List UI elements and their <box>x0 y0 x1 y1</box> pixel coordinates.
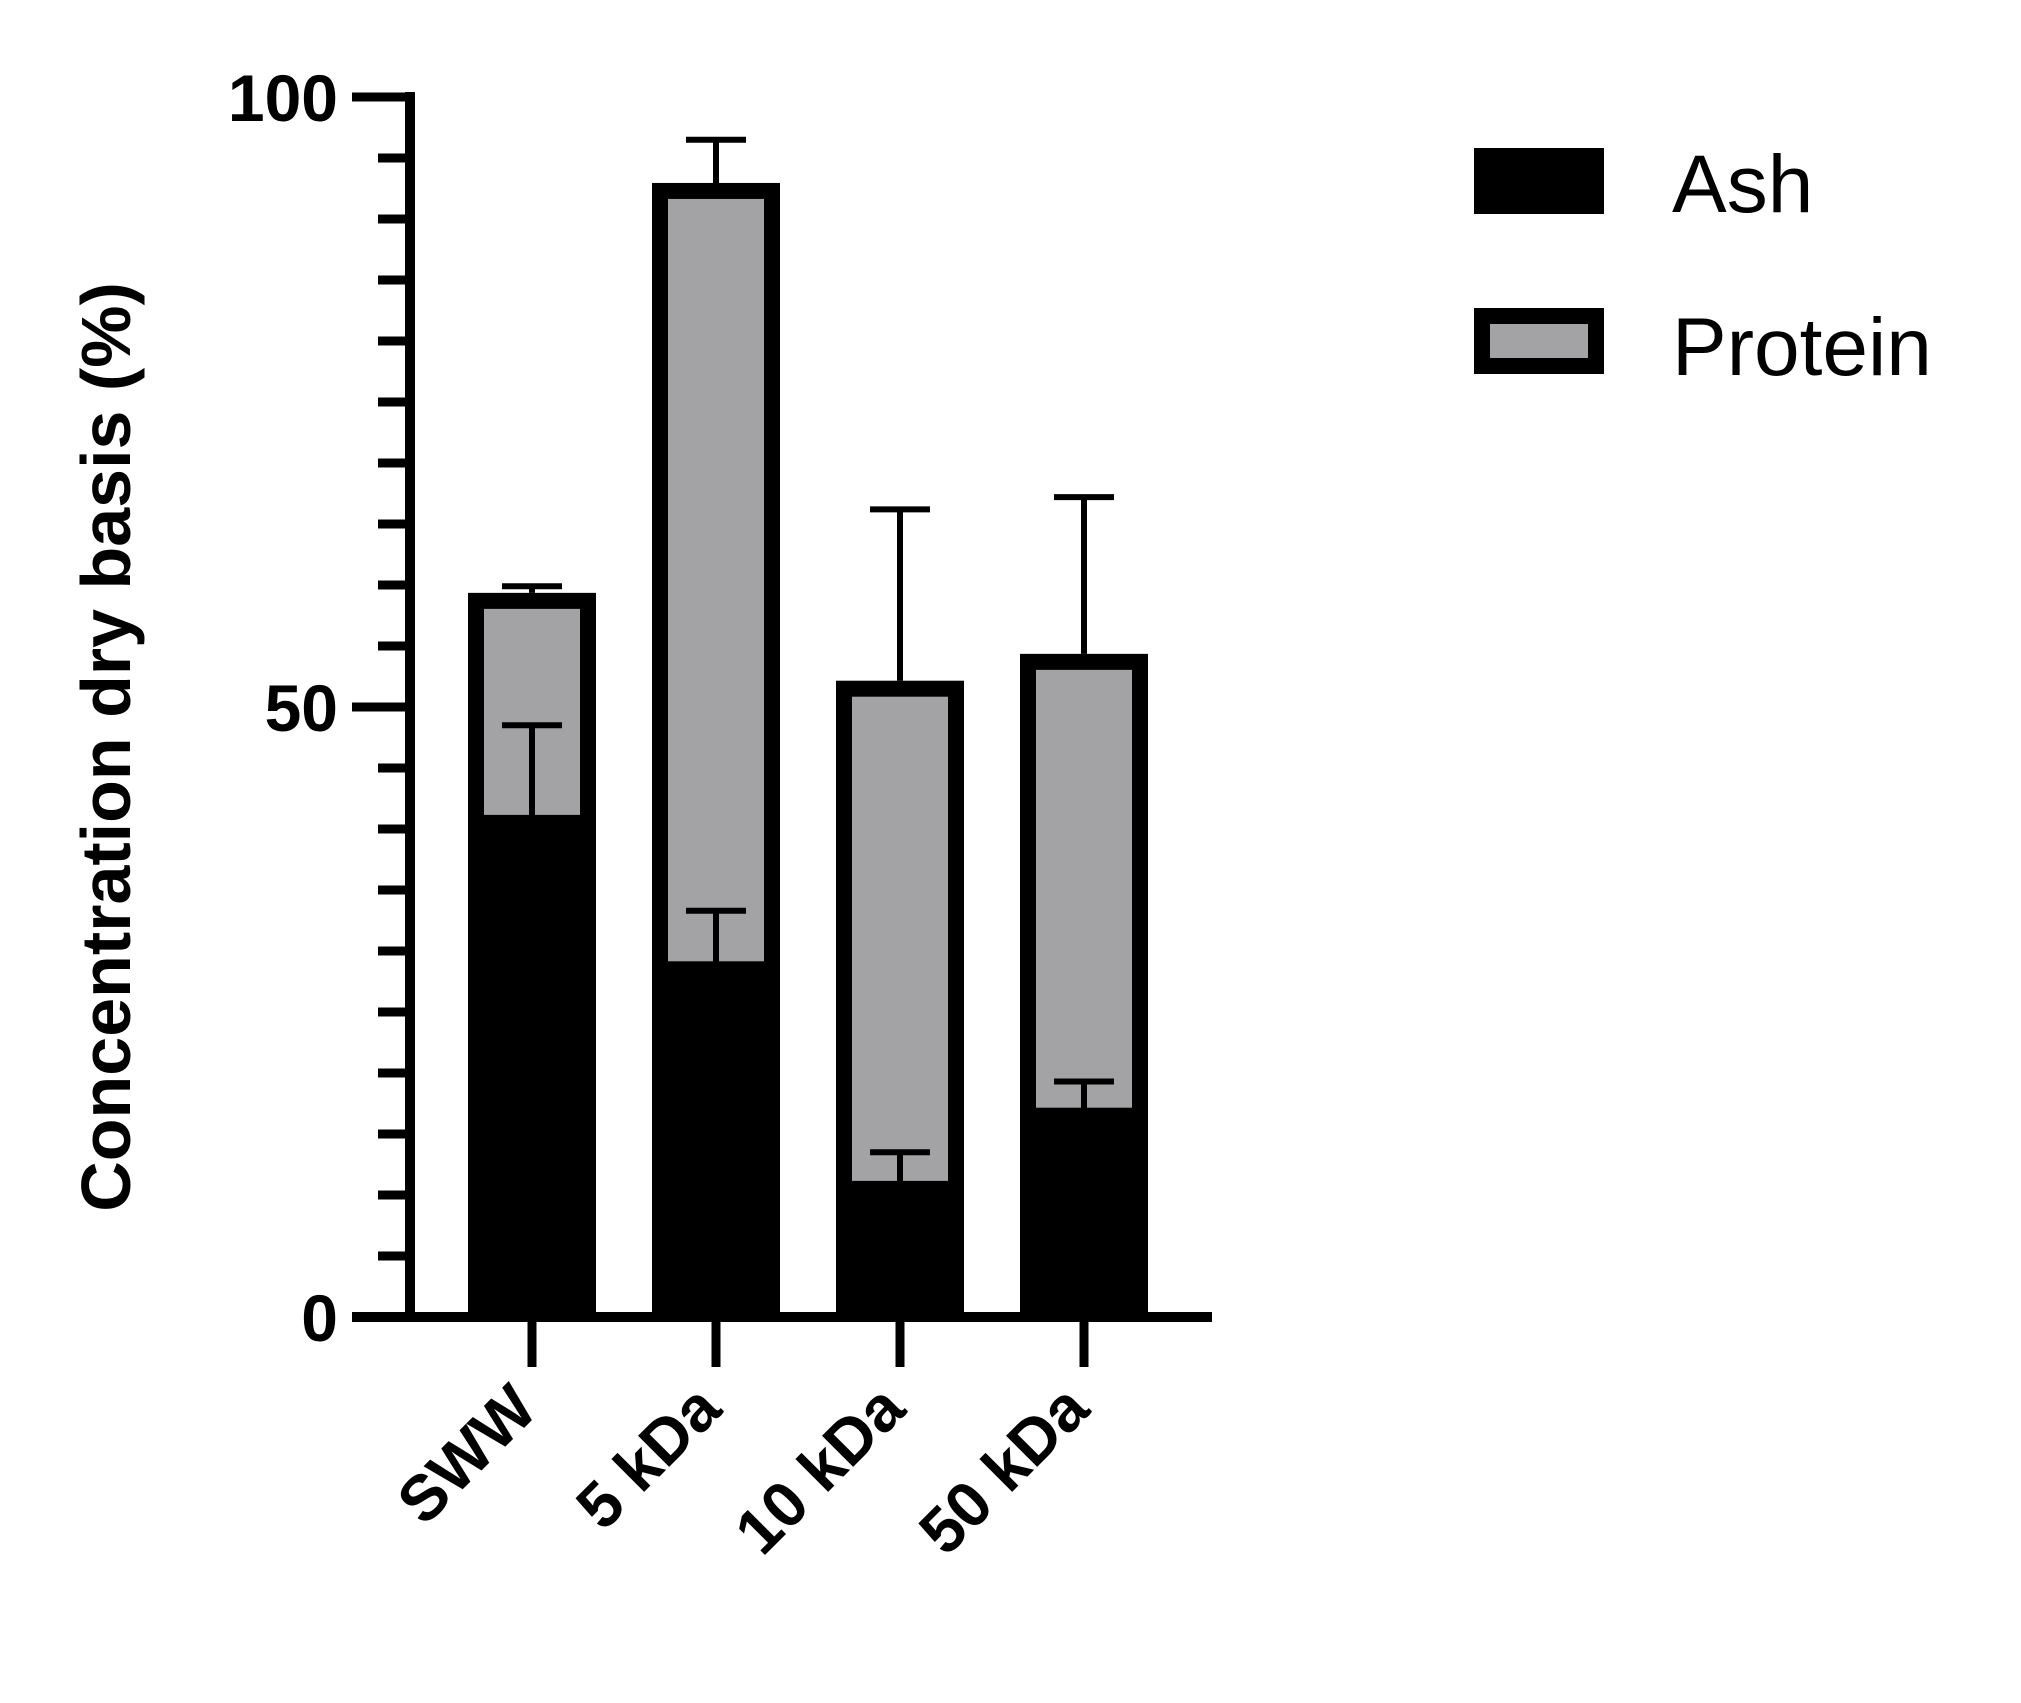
x-tick-label: 5 kDa <box>562 1371 734 1543</box>
legend-label-ash: Ash <box>1672 139 1813 230</box>
bars-layer <box>468 182 1148 1317</box>
y-tick-label: 100 <box>228 61 338 135</box>
bar-protein <box>652 182 780 978</box>
x-tick-label: 10 kDa <box>721 1371 918 1568</box>
bar-ash-fill <box>468 822 596 1317</box>
legend-label-protein: Protein <box>1672 302 1932 393</box>
error-bars-layer <box>502 136 1114 1189</box>
bar-ash-fill <box>1020 1115 1148 1317</box>
y-tick-label: 0 <box>301 1281 338 1355</box>
bar-protein <box>836 680 964 1197</box>
legend: Ash Protein <box>1474 139 1932 393</box>
x-tick-label: 50 kDa <box>905 1371 1102 1568</box>
bar-protein <box>468 592 596 831</box>
y-tick-label: 50 <box>265 671 338 745</box>
legend-swatch-ash <box>1474 148 1604 214</box>
bar-ash-fill <box>836 1188 964 1317</box>
legend-swatch-protein <box>1474 308 1604 374</box>
bar-protein <box>1020 653 1148 1124</box>
y-ticks: 0 50 100 <box>228 61 410 1355</box>
y-axis-title: Concentration dry basis (%) <box>67 282 145 1212</box>
x-tick-label: SWW <box>383 1371 550 1538</box>
bar-ash-fill <box>652 969 780 1317</box>
